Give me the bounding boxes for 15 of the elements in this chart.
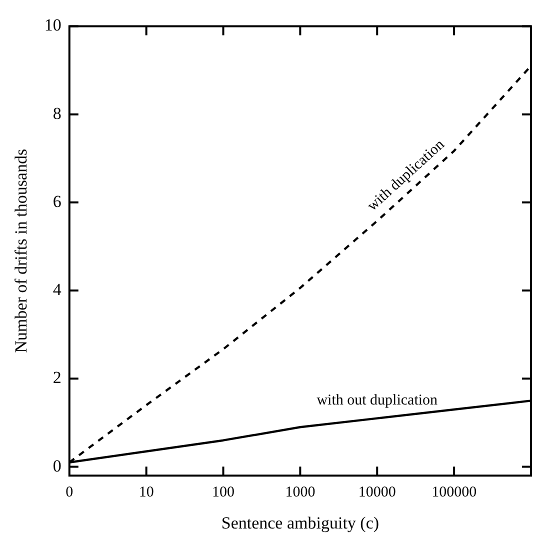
x-tick-label: 100000 (432, 484, 477, 501)
x-axis-title: Sentence ambiguity (c) (221, 513, 380, 532)
y-tick-label: 2 (52, 368, 62, 388)
y-tick-label: 0 (52, 456, 62, 476)
x-tick-label: 100 (212, 484, 235, 501)
y-axis-title: Number of drifts in thousands (12, 148, 31, 353)
x-tick-label: 0 (66, 484, 74, 501)
x-tick-label: 10000 (358, 484, 396, 501)
y-tick-label: 8 (52, 104, 62, 123)
series-label: with out duplication (316, 392, 438, 408)
y-tick-label: 10 (44, 16, 62, 35)
y-tick-label: 6 (52, 192, 62, 211)
x-tick-label: 1000 (285, 484, 316, 501)
x-tick-label: 10 (138, 484, 154, 501)
y-tick-label: 4 (52, 280, 62, 300)
